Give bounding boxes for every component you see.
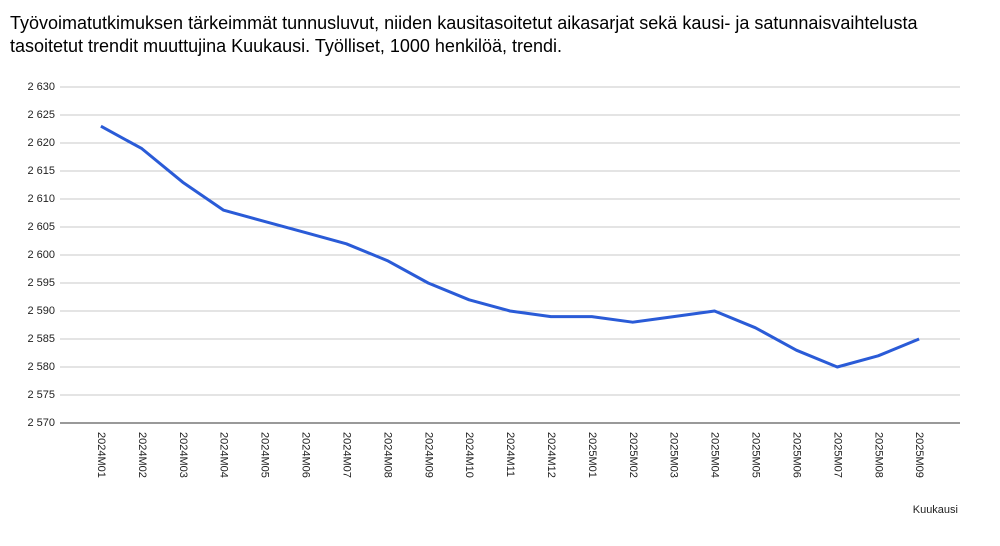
y-tick-label: 2 630	[27, 81, 55, 93]
y-tick-label: 2 625	[27, 109, 55, 121]
x-tick-label: 2024M10	[463, 432, 475, 478]
x-tick-label: 2024M09	[422, 432, 434, 478]
x-tick-label: 2024M11	[504, 432, 516, 477]
x-axis-title: Kuukausi	[913, 504, 958, 516]
y-tick-label: 2 590	[27, 305, 55, 317]
x-tick-label: 2024M01	[95, 432, 107, 478]
y-tick-label: 2 570	[27, 417, 55, 429]
y-tick-label: 2 595	[27, 277, 55, 289]
y-tick-label: 2 575	[27, 389, 55, 401]
y-tick-label: 2 580	[27, 361, 55, 373]
x-tick-label: 2025M05	[750, 432, 762, 478]
x-tick-label: 2024M02	[136, 432, 148, 478]
x-tick-label: 2025M09	[913, 432, 925, 478]
x-tick-label: 2025M03	[668, 432, 680, 478]
x-tick-label: 2025M08	[872, 432, 884, 478]
y-tick-label: 2 605	[27, 221, 55, 233]
x-tick-label: 2025M06	[790, 432, 802, 478]
x-tick-label: 2025M02	[627, 432, 639, 478]
x-tick-label: 2025M01	[586, 432, 598, 478]
y-tick-label: 2 585	[27, 333, 55, 345]
x-tick-label: 2024M04	[218, 432, 230, 478]
x-tick-label: 2024M07	[340, 432, 352, 478]
y-tick-label: 2 610	[27, 193, 55, 205]
y-tick-label: 2 620	[27, 137, 55, 149]
x-tick-label: 2024M03	[177, 432, 189, 478]
y-tick-label: 2 615	[27, 165, 55, 177]
x-tick-label: 2024M05	[259, 432, 271, 478]
x-tick-label: 2024M12	[545, 432, 557, 478]
chart-title: Työvoimatutkimuksen tärkeimmät tunnusluv…	[10, 13, 918, 56]
x-tick-label: 2025M04	[709, 432, 721, 478]
line-series	[100, 124, 920, 369]
x-tick-label: 2024M06	[300, 432, 312, 478]
x-tick-label: 2025M07	[831, 432, 843, 478]
y-tick-label: 2 600	[27, 249, 55, 261]
x-tick-label: 2024M08	[381, 432, 393, 478]
